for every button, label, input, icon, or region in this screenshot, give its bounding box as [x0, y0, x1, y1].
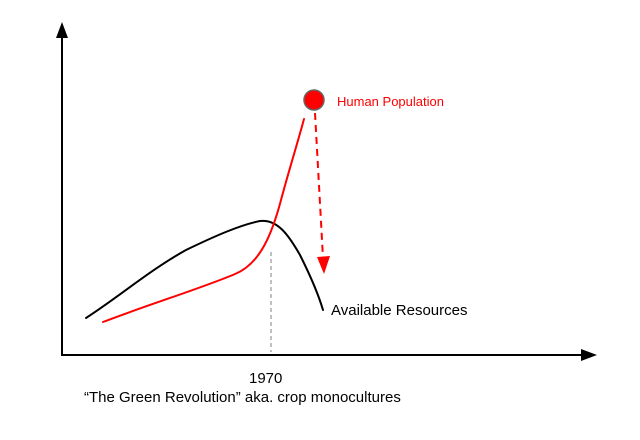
year-label: 1970: [249, 370, 283, 387]
caption-label: “The Green Revolution” aka. crop monocul…: [84, 389, 401, 406]
resources-label: Available Resources: [331, 302, 468, 319]
y-axis-arrowhead-icon: [56, 22, 68, 38]
x-axis-arrowhead-icon: [581, 349, 597, 361]
population-curve: [102, 118, 305, 323]
decline-arrowhead-icon: [317, 256, 330, 274]
decline-arrow-shaft: [314, 112, 324, 259]
population-label: Human Population: [337, 94, 444, 109]
population-marker-icon: [303, 89, 325, 111]
resources-curve: [85, 219, 324, 319]
